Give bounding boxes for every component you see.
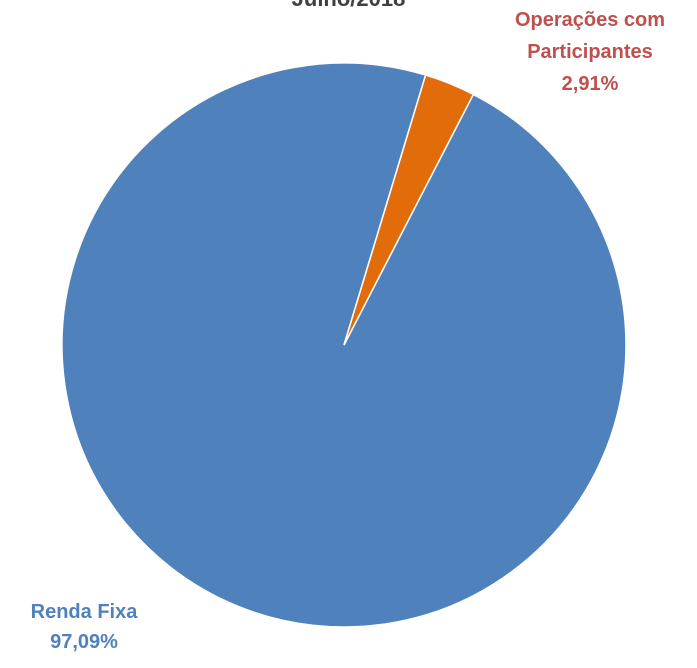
chart-title: Julho/2018 <box>0 0 697 12</box>
data-label-name: Renda Fixa <box>31 601 139 623</box>
data-label-name: Participantes <box>527 41 653 63</box>
data-label-name: Operações com <box>515 9 665 31</box>
data-label-value: 97,09% <box>50 631 118 653</box>
data-label-0: Renda Fixa 97,09% <box>31 601 139 653</box>
data-label-1: Operações com Participantes 2,91% <box>515 9 665 95</box>
data-label-value: 2,91% <box>562 73 619 95</box>
pie-slice-1 <box>343 74 475 346</box>
